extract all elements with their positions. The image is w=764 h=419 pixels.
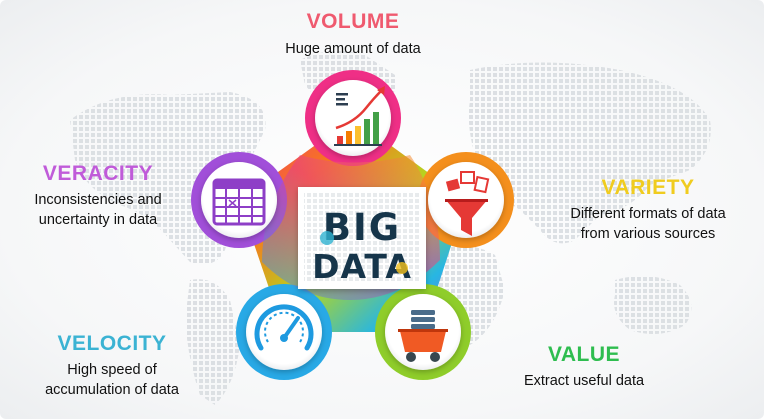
velocity-description-line2: accumulation of data <box>45 381 179 398</box>
velocity-description-line1: High speed of <box>67 362 157 379</box>
calendar-grid-icon <box>212 178 266 226</box>
bar-chart-growth-icon <box>334 86 385 146</box>
veracity-description-line2: uncertainty in data <box>38 211 158 228</box>
variety-label: VARIETY Different formats of data from v… <box>548 174 748 244</box>
volume-title: VOLUME <box>306 10 400 33</box>
veracity-title: VERACITY <box>42 162 154 185</box>
variety-title: VARIETY <box>601 176 695 199</box>
velocity-title: VELOCITY <box>57 332 167 355</box>
center-logo-line1: BIG <box>323 206 401 249</box>
variety-description-line1: Different formats of data <box>570 206 726 223</box>
value-label: VALUE Extract useful data <box>494 341 674 392</box>
mining-cart-icon <box>398 310 448 362</box>
speedometer-icon <box>254 304 314 351</box>
funnel-icon <box>445 171 490 236</box>
value-title: VALUE <box>547 343 621 366</box>
value-description: Extract useful data <box>523 373 645 390</box>
center-logo-line2: DATA <box>312 247 412 286</box>
variety-description-line2: from various sources <box>580 225 716 242</box>
velocity-label: VELOCITY High speed of accumulation of d… <box>12 330 212 400</box>
logo-accent-icon <box>320 231 334 245</box>
veracity-description-line1: Inconsistencies and <box>34 192 162 209</box>
logo-accent-icon <box>396 262 408 274</box>
veracity-label: VERACITY Inconsistencies and uncertainty… <box>8 160 188 230</box>
volume-label: VOLUME Huge amount of data <box>253 8 453 60</box>
volume-description: Huge amount of data <box>285 41 421 58</box>
